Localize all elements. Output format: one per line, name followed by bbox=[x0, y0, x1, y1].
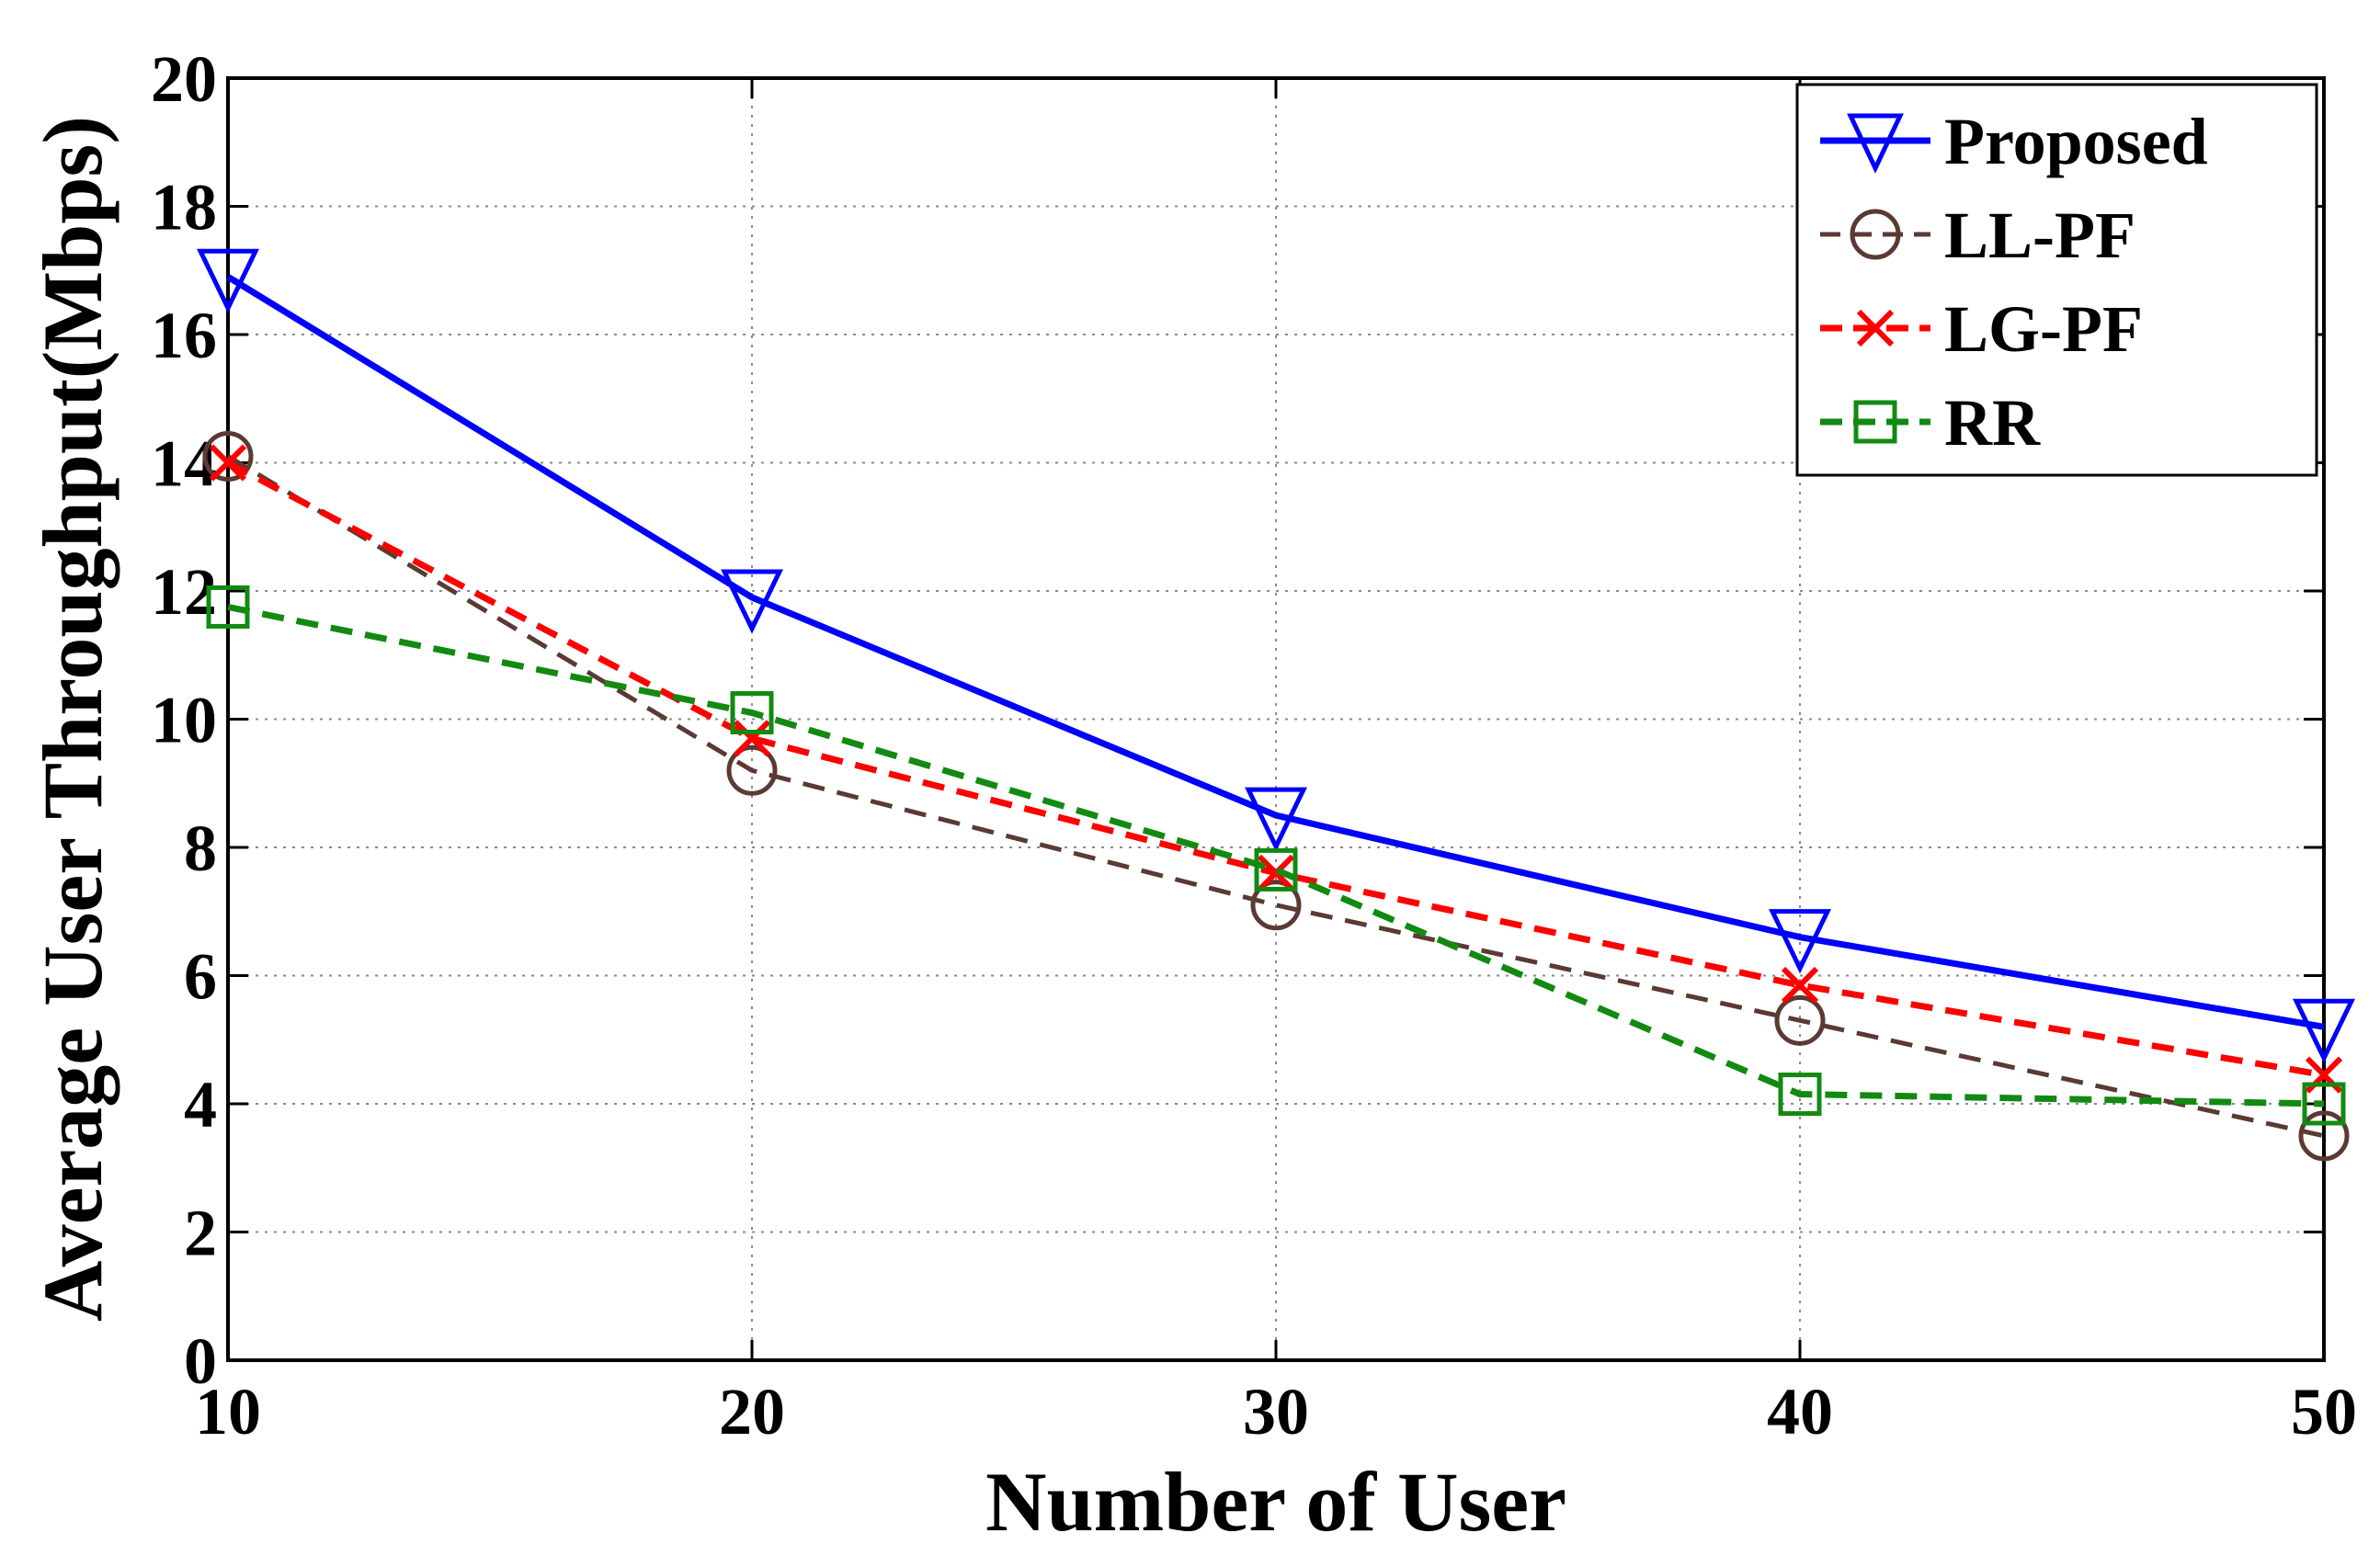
x-tick-label: 50 bbox=[2291, 1375, 2357, 1448]
data-point-triangle-down bbox=[1769, 909, 1831, 974]
y-tick-label: 2 bbox=[184, 1197, 217, 1270]
series-rr bbox=[206, 585, 2346, 1126]
series-lg-pf bbox=[209, 444, 2343, 1094]
grid bbox=[228, 78, 2324, 1360]
legend: Proposed LL-PF LG-PF RR bbox=[1795, 83, 2318, 477]
data-point-square bbox=[1254, 847, 1298, 892]
data-point-square bbox=[730, 691, 774, 735]
data-point-circle bbox=[2298, 1110, 2350, 1162]
x-tick-label: 10 bbox=[195, 1375, 261, 1448]
x-tick-label: 30 bbox=[1243, 1375, 1309, 1448]
y-tick-label: 4 bbox=[184, 1068, 217, 1141]
series-group bbox=[197, 248, 2355, 1162]
y-tick-label: 8 bbox=[184, 812, 217, 885]
legend-square-icon bbox=[1853, 400, 1897, 444]
series-ll-pf bbox=[202, 431, 2350, 1162]
data-point-triangle-down bbox=[721, 569, 783, 634]
data-point-triangle-down bbox=[2293, 998, 2355, 1064]
data-point-x bbox=[209, 444, 247, 482]
series-proposed bbox=[197, 248, 2355, 1064]
y-axis-label: Average User Throughput(Mbps) bbox=[26, 116, 120, 1322]
y-tick-label: 6 bbox=[184, 940, 217, 1014]
legend-x-icon bbox=[1856, 309, 1895, 347]
data-point-circle bbox=[1250, 880, 1302, 931]
y-tick-label: 0 bbox=[184, 1324, 217, 1398]
data-point-x bbox=[1257, 854, 1295, 892]
data-point-triangle-down bbox=[197, 248, 259, 313]
data-point-triangle-down bbox=[1245, 787, 1307, 852]
legend-label-rr: RR bbox=[1944, 386, 2041, 460]
legend-entry-rr: RR bbox=[1820, 386, 2041, 460]
data-point-circle bbox=[202, 431, 254, 483]
legend-label-lg-pf: LG-PF bbox=[1944, 292, 2143, 366]
legend-circle-icon bbox=[1850, 209, 1901, 260]
legend-label-ll-pf: LL-PF bbox=[1944, 199, 2135, 272]
y-tick-label: 20 bbox=[151, 42, 217, 116]
data-point-square bbox=[206, 585, 250, 629]
data-point-circle bbox=[1774, 994, 1826, 1046]
data-point-circle bbox=[726, 744, 778, 796]
series-line bbox=[226, 454, 2325, 1139]
series-line bbox=[226, 274, 2325, 1030]
legend-triangle-down-icon bbox=[1847, 113, 1904, 174]
legend-entry-proposed: Proposed bbox=[1820, 105, 2208, 178]
x-tick-label: 20 bbox=[719, 1375, 785, 1448]
y-tick-label: 16 bbox=[151, 299, 217, 372]
legend-entry-ll-pf: LL-PF bbox=[1820, 199, 2135, 272]
y-tick-label: 10 bbox=[151, 684, 217, 757]
y-tick-label: 12 bbox=[151, 555, 217, 629]
data-point-x bbox=[733, 720, 771, 757]
series-line bbox=[227, 604, 2325, 1107]
legend-label-proposed: Proposed bbox=[1944, 105, 2208, 178]
data-point-square bbox=[1778, 1073, 1822, 1117]
legend-entry-lg-pf: LG-PF bbox=[1820, 292, 2143, 366]
x-axis-label: Number of User bbox=[985, 1455, 1566, 1549]
y-tick-label: 18 bbox=[151, 171, 217, 244]
data-point-x bbox=[1781, 966, 1819, 1005]
data-point-square bbox=[2302, 1082, 2346, 1126]
x-tick-label: 40 bbox=[1767, 1375, 1833, 1448]
